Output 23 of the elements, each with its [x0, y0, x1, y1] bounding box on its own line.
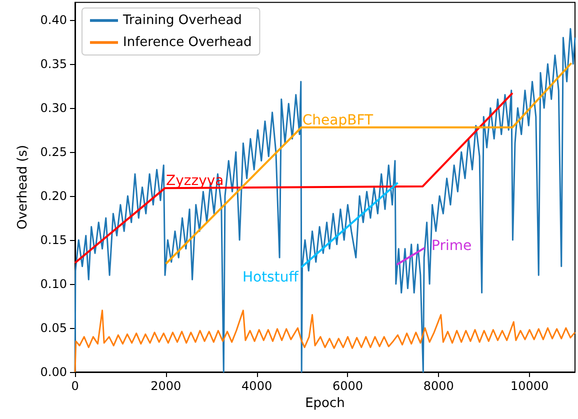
series-label: Hotstuff [242, 269, 299, 286]
x-tick-label: 8000 [423, 379, 454, 393]
x-tick-label: 2000 [150, 379, 182, 393]
y-tick-label: 0.15 [40, 233, 67, 247]
x-tick-label: 6000 [332, 379, 363, 393]
y-tick-label: 0.25 [40, 145, 67, 159]
y-tick-label: 0.20 [40, 189, 67, 203]
series-label: Prime [432, 238, 472, 254]
line-series [74, 92, 514, 264]
y-tick-label: 0.05 [40, 321, 67, 335]
legend-label: Training Overhead [122, 13, 242, 28]
y-tick-label: 0.00 [40, 365, 67, 379]
x-tick-label: 10000 [510, 379, 549, 393]
y-tick-label: 0.10 [40, 277, 67, 291]
y-tick-label: 0.40 [40, 13, 67, 27]
series-label: CheapBFT [302, 112, 374, 128]
y-tick-label: 0.35 [40, 57, 67, 71]
x-axis-title: Epoch [305, 396, 345, 411]
legend-label: Inference Overhead [123, 35, 252, 50]
y-axis-title: Overhead (s) [15, 144, 30, 230]
x-tick-label: 0 [71, 379, 79, 393]
x-tick-label: 4000 [242, 379, 272, 393]
y-tick-label: 0.30 [40, 101, 67, 115]
